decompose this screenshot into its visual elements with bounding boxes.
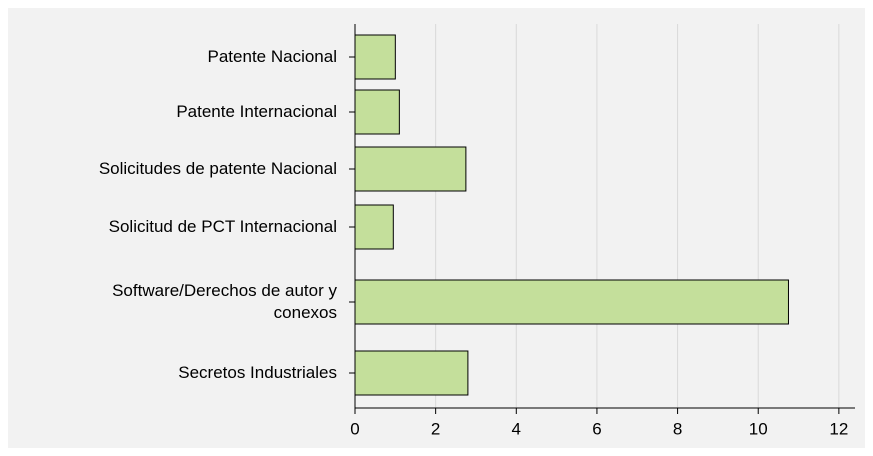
bar	[354, 204, 394, 250]
y-tick-label: Solicitudes de patente Nacional	[98, 159, 337, 178]
y-tick-label: Software/Derechos de autor y conexos	[112, 281, 337, 322]
bar	[354, 350, 469, 396]
x-tick-label: 4	[512, 419, 521, 438]
bar	[354, 89, 400, 135]
x-tick-label: 8	[673, 419, 682, 438]
bar	[354, 146, 467, 192]
y-tick-label: Secretos Industriales	[178, 363, 337, 382]
y-tick-label: Solicitud de PCT Internacional	[108, 217, 337, 236]
y-tick-label: Patente Nacional	[207, 47, 337, 66]
x-tick-label: 2	[431, 419, 440, 438]
x-tick-label: 0	[350, 419, 359, 438]
x-tick-label: 12	[829, 419, 848, 438]
y-tick-label: Patente Internacional	[176, 102, 337, 121]
bar	[354, 279, 789, 325]
bar	[354, 34, 396, 80]
x-tick-label: 6	[592, 419, 601, 438]
x-tick-label: 10	[749, 419, 768, 438]
